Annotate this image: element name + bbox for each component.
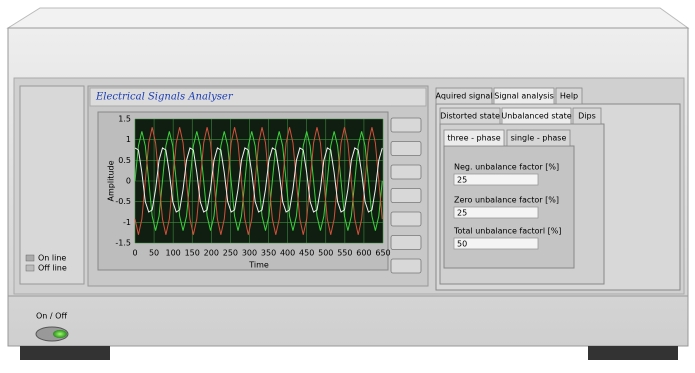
tab-label: three - phase [447,134,500,143]
x-tick-label: 100 [166,249,181,258]
field-label: Total unbalance factorl [%] [453,227,561,236]
tab-label: Unbalanced state [501,112,571,121]
side-button[interactable] [391,259,421,273]
y-tick-label: 0 [126,177,131,186]
x-tick-label: 150 [185,249,200,258]
x-tick-label: 200 [204,249,219,258]
x-tick-label: 450 [299,249,314,258]
input-value: 50 [457,240,467,249]
power-led [53,330,67,338]
instrument: On line Off line Electrical Signals Anal… [0,0,695,373]
x-tick-label: 600 [356,249,371,258]
field-label: Neg. unbalance factor [%] [454,163,559,172]
side-button[interactable] [391,142,421,156]
y-tick-label: -0.5 [115,197,131,206]
status-led [26,255,34,261]
x-tick-label: 50 [149,249,159,258]
x-tick-label: 300 [242,249,257,258]
y-tick-label: -1 [123,218,131,227]
y-tick-label: 1 [126,135,131,144]
side-button[interactable] [391,118,421,132]
foot [20,346,110,360]
tab-label: Signal analysis [494,92,554,101]
x-tick-label: 400 [280,249,295,258]
y-tick-label: 0.5 [118,156,131,165]
tab-label: Help [560,92,578,101]
x-tick-label: 550 [337,249,352,258]
tab-label: Aquired signal [435,92,492,101]
x-tick-label: 650 [375,249,390,258]
y-tick-label: -1.5 [115,239,131,248]
title: Electrical Signals Analyser [95,92,234,103]
tab-label: Distorted state [440,112,500,121]
status-label: On line [38,254,66,263]
status-led [26,265,34,271]
input-value: 25 [457,176,467,185]
y-axis-label: Amplitude [107,160,116,201]
side-button[interactable] [391,165,421,179]
y-tick-label: 1.5 [118,115,131,124]
x-tick-label: 0 [132,249,137,258]
x-tick-label: 350 [261,249,276,258]
x-axis-label: Time [248,261,269,270]
top-cover [8,8,688,28]
power-label: On / Off [36,312,67,321]
tab-label: Dips [578,112,596,121]
input-value: 25 [457,209,467,218]
status-label: Off line [38,264,67,273]
field-label: Zero unbalance factor [%] [454,196,559,205]
side-button[interactable] [391,189,421,203]
foot [588,346,678,360]
x-tick-label: 250 [223,249,238,258]
side-button[interactable] [391,212,421,226]
side-button[interactable] [391,236,421,250]
x-tick-label: 500 [318,249,333,258]
tab-label: single - phase [511,134,567,143]
